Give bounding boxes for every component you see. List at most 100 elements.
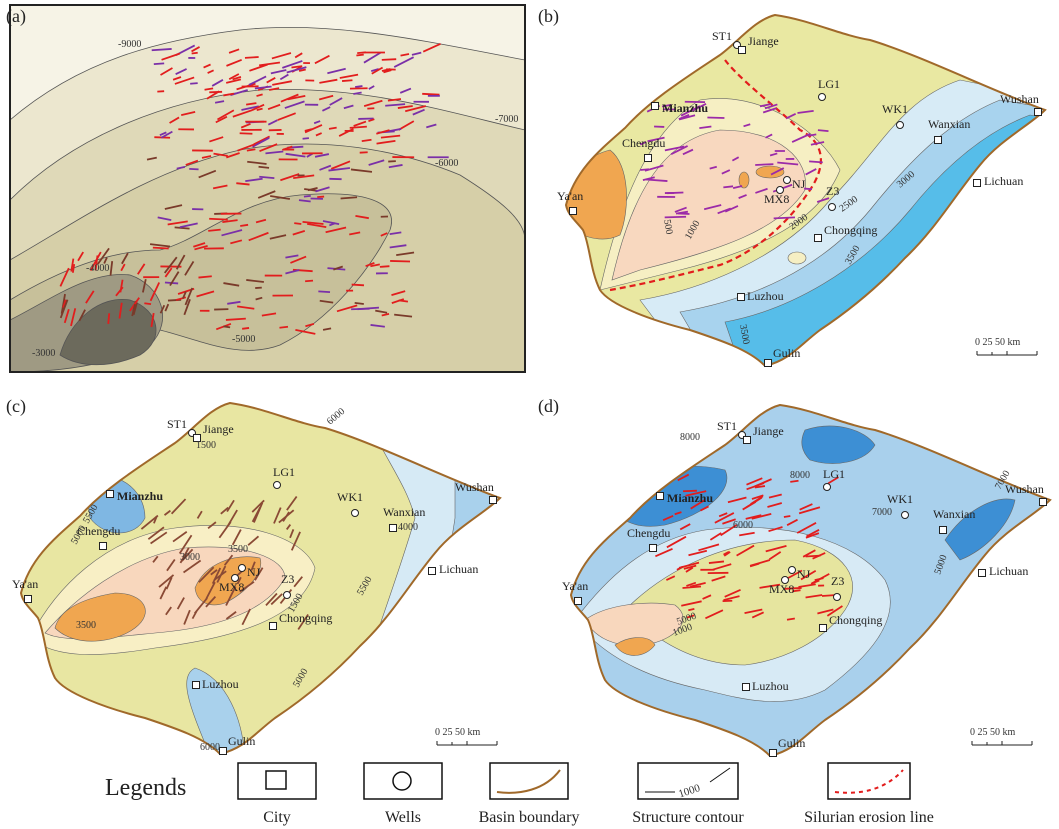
place-label: Chongqing — [279, 611, 332, 625]
fracture — [751, 611, 765, 619]
fracture — [251, 499, 265, 513]
fracture — [702, 594, 712, 600]
fracture — [280, 173, 300, 182]
fracture — [690, 582, 706, 588]
well-marker — [818, 93, 826, 101]
fracture — [207, 69, 214, 74]
fracture — [422, 42, 441, 53]
fracture — [307, 187, 318, 192]
fracture — [768, 526, 783, 533]
fracture — [176, 165, 186, 170]
fracture — [722, 518, 736, 525]
fracture — [294, 52, 303, 59]
city-marker — [973, 179, 981, 187]
fracture-lines — [639, 100, 830, 220]
place-label: WK1 — [337, 490, 363, 504]
fracture — [319, 299, 334, 304]
fracture — [149, 282, 161, 302]
fracture — [165, 606, 172, 616]
place-label: NJ — [797, 567, 811, 581]
fracture — [178, 534, 193, 554]
fracture — [724, 588, 741, 598]
fracture — [400, 53, 410, 57]
fracture — [259, 143, 278, 153]
fracture — [821, 594, 835, 597]
fracture — [343, 104, 354, 110]
fracture — [318, 94, 334, 101]
fracture — [248, 75, 267, 86]
fracture — [361, 138, 372, 143]
fracture — [655, 548, 673, 558]
fracture — [63, 308, 70, 324]
fracture — [259, 61, 281, 67]
fracture — [273, 507, 282, 524]
scale-bar — [971, 741, 1033, 746]
fracture — [746, 477, 763, 486]
fracture — [246, 148, 256, 152]
fracture — [239, 132, 253, 135]
fracture — [340, 196, 358, 200]
city-marker — [1034, 108, 1042, 116]
fracture — [805, 594, 823, 599]
fracture — [265, 150, 284, 155]
fracture — [396, 251, 415, 257]
fracture — [317, 195, 325, 199]
fracture — [254, 567, 264, 581]
fracture — [294, 222, 302, 225]
fracture — [164, 303, 170, 312]
fracture — [163, 256, 178, 274]
fracture — [278, 509, 295, 524]
well-marker — [833, 593, 841, 601]
fracture — [285, 269, 300, 275]
well-marker — [231, 574, 239, 582]
well-marker — [783, 176, 791, 184]
fracture — [683, 564, 697, 570]
fracture — [399, 87, 412, 94]
fracture — [678, 114, 696, 121]
contour-label: 4000 — [398, 522, 418, 533]
place-label: NJ — [247, 565, 261, 579]
fracture — [185, 159, 199, 166]
fracture — [62, 299, 67, 308]
fracture — [232, 109, 253, 118]
place-label: Ya'an — [557, 189, 583, 203]
city-marker — [99, 542, 107, 550]
fracture — [247, 535, 260, 546]
fracture — [727, 496, 747, 504]
fracture — [70, 258, 75, 272]
fracture — [315, 186, 330, 193]
fracture — [806, 529, 820, 538]
fracture — [371, 66, 384, 75]
fracture — [339, 73, 359, 79]
place-label: Jiange — [748, 34, 779, 48]
places: ST1 Jiange LG1 Mianzhu WK1 Wanxian Wushan Cheng… — [557, 29, 1042, 367]
fracture — [266, 77, 276, 84]
fracture — [152, 246, 169, 250]
fracture — [142, 279, 147, 293]
legend-item: Basin boundary — [479, 809, 580, 826]
place-label: Chongqing — [824, 223, 877, 237]
fracture — [356, 53, 364, 57]
fracture — [703, 204, 722, 211]
fracture — [253, 135, 271, 146]
panel-label: (c) — [6, 396, 26, 417]
scale-label: 0 25 50 km — [970, 727, 1016, 738]
fracture — [412, 108, 425, 116]
fracture — [60, 293, 66, 314]
fracture — [670, 145, 689, 156]
fracture — [159, 586, 168, 600]
contour-label: 6000 — [325, 406, 347, 427]
fracture — [222, 219, 238, 224]
fracture — [244, 56, 259, 59]
place-label: Lichuan — [989, 564, 1028, 578]
fracture — [245, 177, 263, 183]
fracture — [351, 283, 365, 287]
fracture — [426, 123, 437, 129]
fracture — [261, 312, 277, 317]
fracture — [398, 299, 409, 303]
fracture — [223, 554, 234, 566]
fracture — [211, 79, 224, 87]
fracture — [674, 511, 682, 516]
fracture — [295, 329, 316, 335]
place-label: Lichuan — [439, 562, 478, 576]
